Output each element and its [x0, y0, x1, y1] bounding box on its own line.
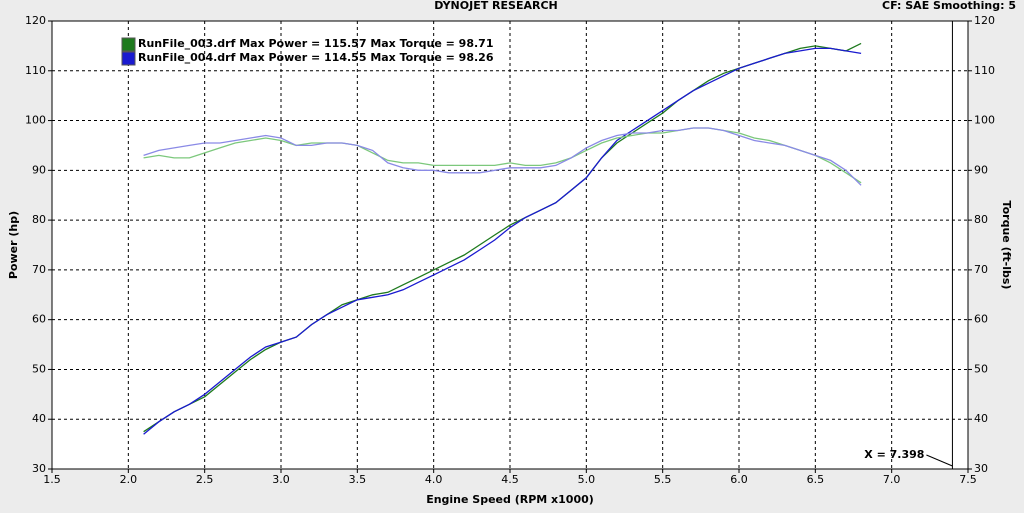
y2-tick-label: 40 — [974, 412, 988, 425]
y2-tick-label: 120 — [974, 14, 995, 27]
legend-swatch — [121, 37, 136, 52]
x-tick-label: 5.5 — [654, 473, 672, 486]
legend-label: RunFile_004.drf Max Power = 114.55 Max T… — [138, 51, 494, 64]
x-tick-label: 6.5 — [807, 473, 825, 486]
y-tick-label: 110 — [25, 64, 46, 77]
legend-swatch — [121, 51, 136, 66]
y2-axis-label: Torque (ft-lbs) — [1000, 201, 1013, 290]
x-tick-label: 5.0 — [578, 473, 596, 486]
x-tick-label: 6.0 — [730, 473, 748, 486]
y2-tick-label: 70 — [974, 263, 988, 276]
y-tick-label: 30 — [32, 462, 46, 475]
y2-tick-label: 100 — [974, 114, 995, 127]
y2-tick-label: 30 — [974, 462, 988, 475]
x-tick-label: 7.5 — [959, 473, 977, 486]
y2-tick-label: 50 — [974, 362, 988, 375]
x-tick-label: 1.5 — [43, 473, 61, 486]
x-tick-label: 4.0 — [425, 473, 443, 486]
y-tick-label: 90 — [32, 163, 46, 176]
cursor-pointer — [926, 454, 953, 467]
chart-subtitle: CF: SAE Smoothing: 5 — [882, 0, 1016, 12]
y2-tick-label: 90 — [974, 163, 988, 176]
torque-line — [143, 127, 862, 186]
y-tick-label: 120 — [25, 14, 46, 27]
x-tick-label: 2.0 — [120, 473, 138, 486]
y-axis-label: Power (hp) — [7, 211, 20, 279]
y-tick-label: 40 — [32, 412, 46, 425]
x-axis-label: Engine Speed (RPM x1000) — [426, 493, 594, 506]
y2-tick-label: 110 — [974, 64, 995, 77]
x-tick-label: 3.5 — [349, 473, 367, 486]
x-tick-label: 4.5 — [501, 473, 519, 486]
y2-tick-label: 80 — [974, 213, 988, 226]
torque-line — [143, 127, 862, 184]
y-tick-label: 100 — [25, 114, 46, 127]
y2-tick-label: 60 — [974, 313, 988, 326]
x-tick-label: 7.0 — [883, 473, 901, 486]
legend-label: RunFile_003.drf Max Power = 115.57 Max T… — [138, 37, 493, 50]
y-tick-label: 80 — [32, 213, 46, 226]
chart-title: DYNOJET RESEARCH — [434, 0, 557, 12]
x-tick-label: 2.5 — [196, 473, 214, 486]
power-line — [143, 47, 862, 435]
y-tick-label: 60 — [32, 313, 46, 326]
cursor-label: X = 7.398 — [864, 448, 924, 461]
x-tick-label: 3.0 — [272, 473, 290, 486]
y-tick-label: 50 — [32, 362, 46, 375]
y-tick-label: 70 — [32, 263, 46, 276]
